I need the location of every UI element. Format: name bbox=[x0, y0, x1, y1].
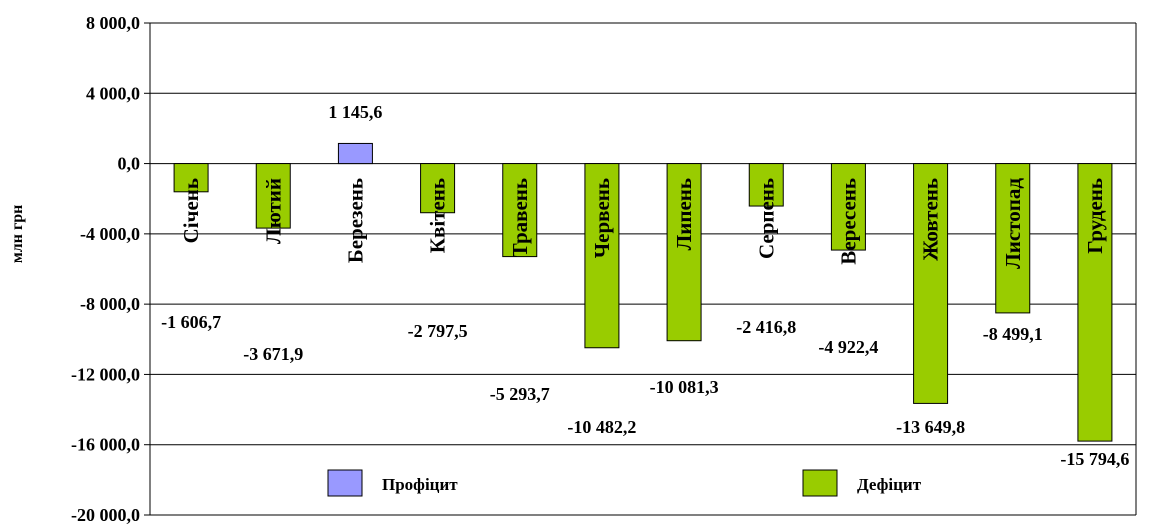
data-label: -4 922,4 bbox=[818, 337, 878, 357]
bar bbox=[502, 163, 538, 258]
data-label: -13 649,8 bbox=[896, 417, 965, 437]
y-tick-label: 4 000,0 bbox=[86, 83, 140, 103]
bars bbox=[173, 142, 1113, 442]
y-tick-label: 8 000,0 bbox=[86, 13, 140, 33]
legend-swatch bbox=[327, 469, 363, 497]
bar bbox=[337, 142, 373, 165]
bar bbox=[173, 163, 209, 193]
data-label: 1 145,6 bbox=[328, 102, 382, 122]
y-axis-ticks: 8 000,0 4 000,0 0,0 -4 000,0 -8 000,0 -12 000… bbox=[71, 13, 140, 525]
category-label: Квітень bbox=[426, 178, 450, 253]
bar bbox=[1077, 163, 1113, 442]
category-label: Червень bbox=[590, 178, 614, 258]
bar bbox=[830, 163, 866, 251]
data-label: -1 606,7 bbox=[161, 312, 221, 332]
bar bbox=[584, 163, 620, 349]
category-label: Січень bbox=[179, 178, 203, 243]
data-label: -3 671,9 bbox=[243, 344, 303, 364]
data-label: -2 797,5 bbox=[408, 321, 468, 341]
legend-swatch bbox=[802, 469, 838, 497]
data-label: -15 794,6 bbox=[1060, 449, 1129, 469]
y-tick-label: -12 000,0 bbox=[71, 364, 140, 384]
y-tick-label: -16 000,0 bbox=[71, 435, 140, 455]
category-label: Серпень bbox=[754, 178, 778, 259]
category-label: Грудень bbox=[1083, 178, 1107, 254]
category-label: Травень bbox=[508, 178, 532, 257]
bar bbox=[913, 163, 949, 404]
data-label: -5 293,7 bbox=[490, 384, 550, 404]
bar bbox=[255, 163, 291, 229]
bar bbox=[666, 163, 702, 342]
bar bbox=[995, 163, 1031, 314]
legend-label: Дефіцит bbox=[857, 475, 922, 494]
data-label: -10 482,2 bbox=[567, 417, 636, 437]
category-label: Березень bbox=[343, 178, 367, 263]
category-label: Липень bbox=[672, 178, 696, 250]
grid-lines bbox=[144, 22, 1137, 516]
y-axis-label: млн грн bbox=[9, 205, 26, 263]
category-label: Листопад bbox=[1001, 178, 1025, 269]
data-label: -2 416,8 bbox=[736, 317, 796, 337]
y-tick-label: -20 000,0 bbox=[71, 505, 140, 525]
legend: Профіцит Дефіцит bbox=[327, 469, 922, 497]
category-label: Жовтень bbox=[919, 178, 943, 261]
legend-label: Профіцит bbox=[382, 475, 458, 494]
category-label: Вересень bbox=[836, 178, 860, 265]
y-tick-label: 0,0 bbox=[118, 154, 141, 174]
data-labels: -1 606,7-3 671,91 145,6-2 797,5-5 293,7-… bbox=[161, 102, 1129, 469]
category-label: Лютий bbox=[261, 178, 285, 244]
y-tick-label: -4 000,0 bbox=[80, 224, 140, 244]
y-tick-label: -8 000,0 bbox=[80, 294, 140, 314]
data-label: -10 081,3 bbox=[650, 377, 719, 397]
data-label: -8 499,1 bbox=[983, 324, 1043, 344]
bar bbox=[420, 163, 456, 214]
category-labels: Січень Лютий Березень Квітень Травень Червень… bbox=[179, 178, 1107, 269]
bar bbox=[748, 163, 784, 207]
